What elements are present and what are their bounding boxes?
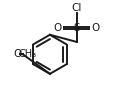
Text: O: O: [14, 49, 22, 59]
Text: Cl: Cl: [71, 3, 81, 13]
Text: CH₃: CH₃: [18, 49, 36, 59]
Text: O: O: [91, 23, 99, 33]
Text: S: S: [73, 23, 79, 33]
Text: O: O: [53, 23, 61, 33]
